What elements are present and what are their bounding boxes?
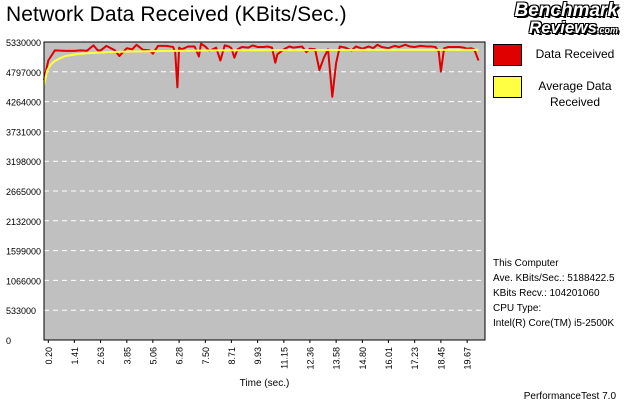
system-info-panel: This Computer Ave. KBits/Sec.: 5188422.5… [493, 256, 615, 331]
info-computer: This Computer [493, 258, 559, 269]
x-tick-label: 18.45 [436, 347, 446, 370]
x-tick-label: 6.28 [175, 347, 185, 365]
benchmark-reviews-logo: Benchmark Reviews.com [514, 0, 619, 39]
x-tick-label: 14.80 [358, 347, 368, 370]
y-tick-label: 3731000 [6, 127, 41, 137]
legend-item-data-received: Data Received [493, 44, 623, 78]
y-tick-label: 4797000 [6, 68, 41, 78]
logo-line-1: Benchmark [514, 0, 619, 21]
x-tick-label: 5.06 [148, 347, 158, 365]
footer-product-version: PerformanceTest 7.0 [523, 391, 616, 402]
chart-title: Network Data Received (KBits/Sec.) [6, 3, 347, 26]
y-tick-label: 3198000 [6, 157, 41, 167]
x-tick-label: 11.15 [279, 347, 289, 369]
y-tick-label: 1599000 [6, 247, 41, 257]
y-tick-label: 1066000 [6, 276, 41, 286]
y-tick-label: 2665000 [6, 187, 41, 197]
x-tick-label: 13.58 [332, 347, 342, 370]
x-tick-label: 19.67 [463, 347, 473, 370]
series-data-received-line [43, 42, 480, 98]
info-average-kbits: Ave. KBits/Sec.: 5188422.5 [493, 273, 615, 284]
logo-line-2-text: Reviews [528, 18, 597, 37]
x-tick-label: 17.23 [410, 347, 420, 370]
x-axis-label: Time (sec.) [240, 378, 290, 389]
legend-swatch-average [493, 76, 522, 98]
x-tick-label: 1.41 [70, 347, 80, 365]
x-tick-label: 8.71 [227, 347, 237, 365]
x-tick-label: 2.63 [96, 347, 106, 365]
x-tick-label: 9.93 [253, 347, 263, 365]
y-tick-label: 2132000 [6, 217, 41, 227]
y-tick-label: 533000 [6, 306, 36, 316]
x-tick-label: 3.85 [122, 347, 132, 365]
logo-suffix: .com [596, 25, 618, 35]
legend-label-data-received: Data Received [535, 47, 615, 61]
x-tick-label: 12.36 [305, 347, 315, 370]
series-average-line [43, 48, 479, 86]
y-tick-label: 0 [6, 336, 11, 346]
legend-label-average: Average Data Received [538, 79, 612, 109]
x-tick-label: 7.50 [201, 347, 211, 365]
info-cpu-type: Intel(R) Core(TM) i5-2500K [493, 318, 615, 329]
info-cpu-label: CPU Type: [493, 303, 542, 314]
legend-swatch-data-received [493, 44, 522, 66]
y-tick-label: 5330000 [6, 38, 41, 48]
y-tick-label: 4264000 [6, 98, 41, 108]
x-tick-label: 0.20 [44, 347, 54, 365]
logo-line-2: Reviews.com [515, 18, 618, 39]
plot-frame [43, 41, 486, 341]
x-tick-label: 16.01 [384, 347, 394, 370]
legend-item-average: Average Data Received [493, 76, 623, 110]
info-kbits-received: KBits Recv.: 104201060 [493, 288, 600, 299]
